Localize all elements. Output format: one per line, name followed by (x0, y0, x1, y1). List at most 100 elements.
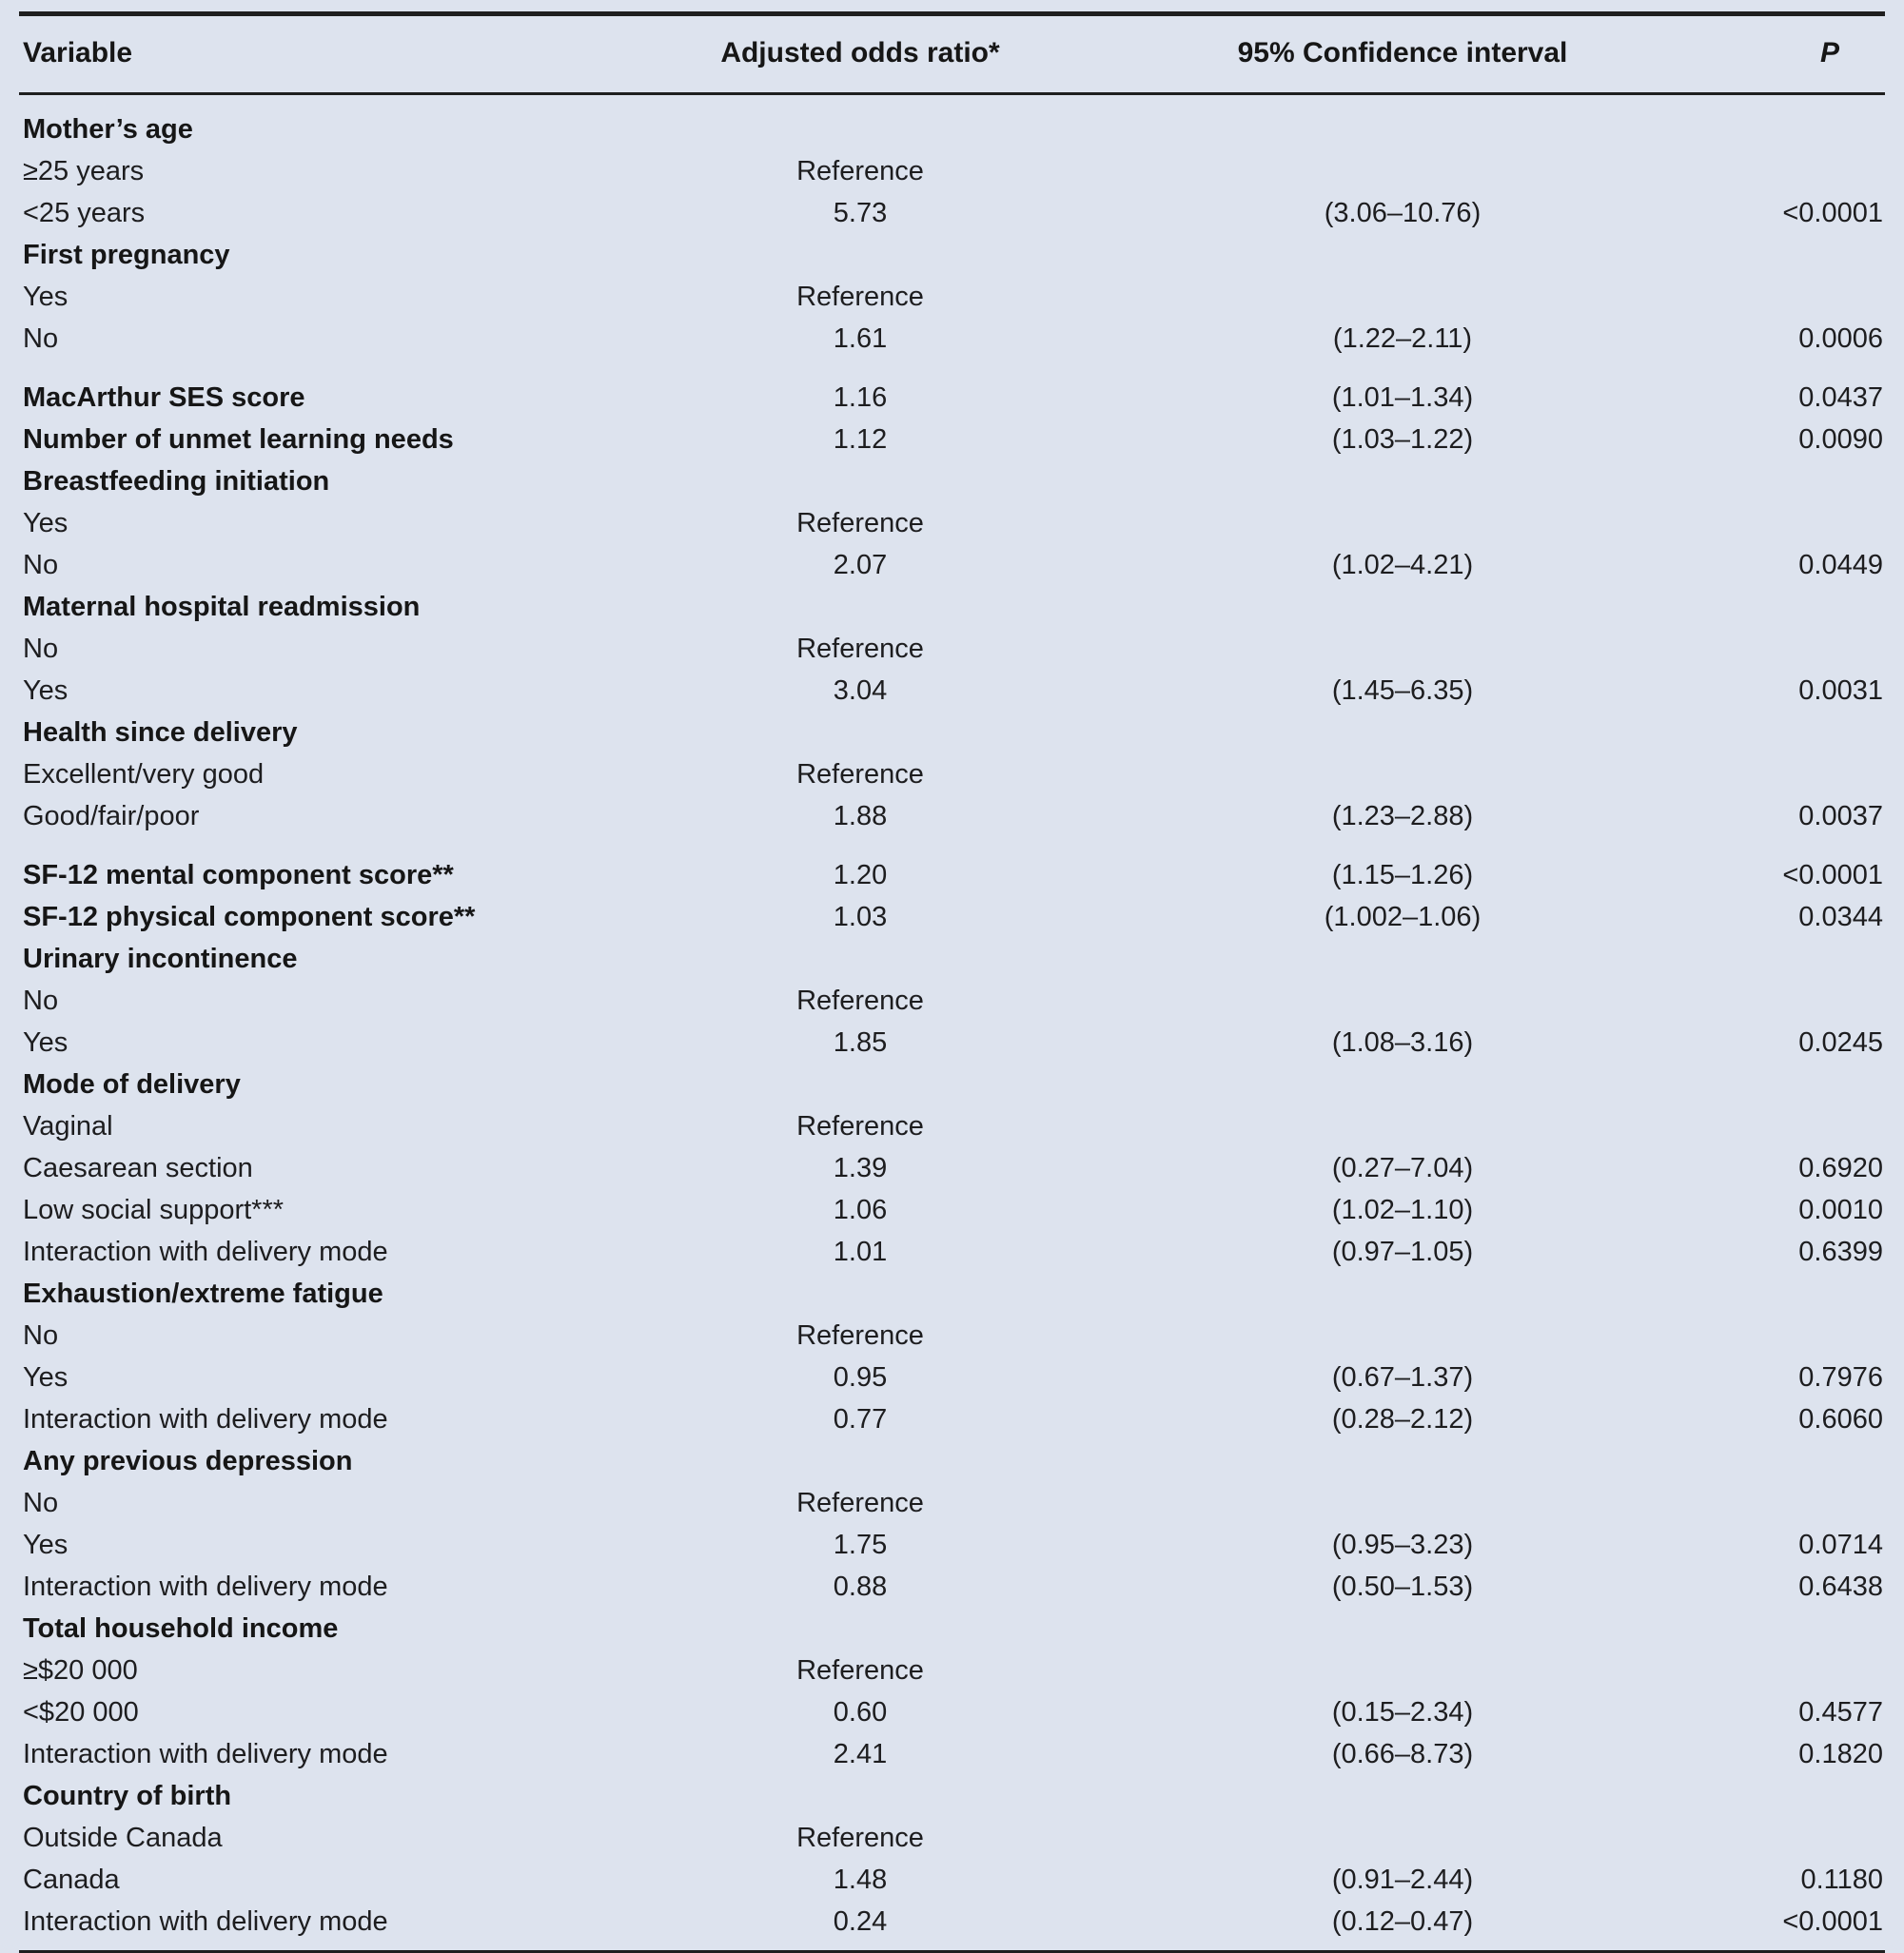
cell-variable: No (23, 1487, 59, 1518)
cell-confidence-interval: (1.02–4.21) (1331, 549, 1474, 580)
cell-variable: First pregnancy (23, 239, 230, 270)
cell-p-value: 0.0714 (1798, 1529, 1883, 1560)
cell-odds-ratio: Reference (796, 1487, 924, 1518)
cell-confidence-interval: (1.22–2.11) (1332, 322, 1473, 354)
cell-confidence-interval (1127, 1817, 1678, 1859)
cell-odds-ratio: 0.95 (833, 1361, 888, 1393)
cell-odds-ratio: 1.61 (833, 322, 888, 354)
cell-confidence-interval (1127, 753, 1678, 795)
cell-variable: Yes (23, 1529, 69, 1560)
table-row: No 1.61 (1.22–2.11) 0.0006 (19, 318, 1885, 360)
cell-odds-ratio: 0.88 (833, 1571, 888, 1602)
table-row: Interaction with delivery mode 0.88 (0.50–… (19, 1566, 1885, 1608)
cell-confidence-interval: (1.002–1.06) (1324, 901, 1482, 932)
cell-p-value: 0.6060 (1798, 1403, 1883, 1435)
table-row: Any previous depression (19, 1440, 1885, 1482)
table-row: Mother’s age (19, 94, 1885, 151)
cell-variable: SF-12 mental component score** (23, 859, 454, 890)
cell-confidence-interval (1127, 938, 1678, 980)
cell-p-value (1678, 628, 1885, 670)
cell-p-value: 0.1820 (1798, 1738, 1883, 1769)
cell-variable: ≥25 years (23, 155, 145, 186)
table-row: <25 years 5.73 (3.06–10.76) <0.0001 (19, 192, 1885, 234)
cell-odds-ratio: Reference (796, 507, 924, 538)
table-row: Breastfeeding initiation (19, 460, 1885, 502)
cell-variable: Outside Canada (23, 1822, 223, 1853)
cell-odds-ratio: Reference (796, 1110, 924, 1142)
cell-odds-ratio: Reference (796, 281, 924, 312)
cell-p-value: 0.0245 (1798, 1026, 1883, 1058)
cell-variable: Interaction with delivery mode (23, 1905, 388, 1937)
cell-confidence-interval (1127, 150, 1678, 192)
cell-confidence-interval: (0.66–8.73) (1331, 1738, 1474, 1769)
table-row: First pregnancy (19, 234, 1885, 276)
cell-p-value: 0.6438 (1798, 1571, 1883, 1602)
table-row: Vaginal Reference (19, 1105, 1885, 1147)
cell-variable: Urinary incontinence (23, 943, 298, 974)
cell-confidence-interval: (0.97–1.05) (1331, 1236, 1474, 1267)
cell-odds-ratio: 0.77 (833, 1403, 888, 1435)
table-row: No Reference (19, 980, 1885, 1022)
col-header-variable: Variable (19, 13, 594, 95)
table-row: Yes 0.95 (0.67–1.37) 0.7976 (19, 1357, 1885, 1398)
cell-p-value: 0.0031 (1798, 674, 1883, 706)
cell-confidence-interval (1127, 502, 1678, 544)
cell-p-value (1678, 1650, 1885, 1691)
table-row: Health since delivery (19, 712, 1885, 753)
table-row: Number of unmet learning needs 1.12 (1.03–… (19, 419, 1885, 460)
cell-odds-ratio: 2.41 (833, 1738, 888, 1769)
cell-odds-ratio: 1.06 (833, 1194, 888, 1225)
cell-confidence-interval (1127, 1650, 1678, 1691)
cell-odds-ratio: Reference (796, 1822, 924, 1853)
cell-confidence-interval: (0.50–1.53) (1331, 1571, 1474, 1602)
cell-odds-ratio: 1.75 (833, 1529, 888, 1560)
cell-confidence-interval: (1.03–1.22) (1331, 423, 1474, 455)
cell-p-value: 0.0037 (1798, 800, 1883, 831)
cell-variable: Yes (23, 674, 69, 706)
cell-odds-ratio (594, 1608, 1127, 1650)
table-row: Interaction with delivery mode 0.24 (0.12–… (19, 1901, 1885, 1952)
cell-odds-ratio: 1.12 (833, 423, 888, 455)
table-row: No Reference (19, 1315, 1885, 1357)
cell-odds-ratio: Reference (796, 1654, 924, 1686)
cell-p-value: 0.1180 (1800, 1864, 1883, 1895)
cell-odds-ratio: 1.01 (833, 1236, 888, 1267)
cell-confidence-interval: (1.02–1.10) (1331, 1194, 1474, 1225)
cell-confidence-interval: (0.91–2.44) (1331, 1864, 1474, 1895)
cell-odds-ratio: 1.39 (833, 1152, 888, 1183)
table-row: ≥$20 000 Reference (19, 1650, 1885, 1691)
cell-variable: Vaginal (23, 1110, 113, 1142)
cell-odds-ratio (594, 1273, 1127, 1315)
cell-variable: MacArthur SES score (23, 381, 305, 413)
cell-odds-ratio: 1.48 (833, 1864, 888, 1895)
table-row: Interaction with delivery mode 1.01 (0.97–… (19, 1231, 1885, 1273)
table-body: Mother’s age ≥25 years Reference <25 years 5… (19, 94, 1885, 1952)
cell-p-value: 0.0006 (1798, 322, 1883, 354)
cell-variable: No (23, 1319, 59, 1351)
cell-confidence-interval: (0.15–2.34) (1331, 1696, 1474, 1728)
table-row: Mode of delivery (19, 1064, 1885, 1105)
cell-confidence-interval (1127, 276, 1678, 318)
cell-variable: <$20 000 (23, 1696, 139, 1728)
cell-odds-ratio: 0.60 (833, 1696, 888, 1728)
table-header: Variable Adjusted odds ratio* 95% Confid… (19, 13, 1885, 95)
table-row: No Reference (19, 628, 1885, 670)
cell-variable: <25 years (23, 197, 146, 228)
table-row: Maternal hospital readmission (19, 586, 1885, 628)
cell-p-value (1678, 276, 1885, 318)
cell-p-value: <0.0001 (1782, 1905, 1883, 1937)
cell-p-value: 0.0010 (1798, 1194, 1883, 1225)
table-row: Canada 1.48 (0.91–2.44) 0.1180 (19, 1859, 1885, 1901)
cell-variable: SF-12 physical component score** (23, 901, 476, 932)
cell-p-value: <0.0001 (1782, 859, 1883, 890)
table-row: Excellent/very good Reference (19, 753, 1885, 795)
cell-odds-ratio: 1.16 (833, 381, 888, 413)
cell-variable: Mother’s age (23, 113, 193, 145)
cell-p-value (1678, 586, 1885, 628)
cell-p-value (1678, 980, 1885, 1022)
cell-confidence-interval (1127, 980, 1678, 1022)
cell-variable: Low social support*** (23, 1194, 285, 1225)
cell-p-value (1678, 1105, 1885, 1147)
cell-variable: Country of birth (23, 1780, 232, 1811)
